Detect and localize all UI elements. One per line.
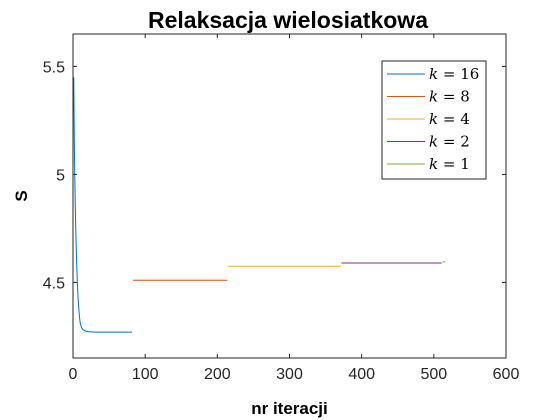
legend-label-1: k = 8 bbox=[429, 88, 470, 106]
series-line-0 bbox=[73, 77, 133, 333]
x-tick-label: 300 bbox=[276, 366, 303, 383]
y-tick-label: 4.5 bbox=[43, 275, 65, 292]
legend-label-2: k = 4 bbox=[429, 110, 470, 128]
legend-label-3: k = 2 bbox=[429, 133, 470, 151]
x-tick-label: 200 bbox=[204, 366, 231, 383]
x-tick-label: 600 bbox=[493, 366, 520, 383]
y-axis: 4.5 5 5.5 bbox=[43, 59, 506, 292]
y-axis-label: S bbox=[12, 190, 31, 201]
x-tick-label: 500 bbox=[420, 366, 447, 383]
legend: k = 16 k = 8 k = 4 k = 2 k = 1 bbox=[381, 60, 487, 180]
legend-box bbox=[381, 60, 487, 180]
series-layer bbox=[73, 77, 446, 333]
x-tick-label: 400 bbox=[348, 366, 375, 383]
x-axis-label: nr iteracji bbox=[251, 399, 328, 418]
legend-label-0: k = 16 bbox=[429, 65, 479, 83]
x-tick-label: 0 bbox=[69, 366, 78, 383]
y-tick-label: 5 bbox=[56, 167, 65, 184]
legend-label-4: k = 1 bbox=[429, 155, 470, 173]
x-tick-label: 100 bbox=[132, 366, 159, 383]
y-tick-label: 5.5 bbox=[43, 59, 65, 76]
chart-title: Relaksacja wielosiatkowa bbox=[148, 7, 428, 33]
x-axis: 0 100 200 300 400 500 600 bbox=[69, 34, 520, 383]
